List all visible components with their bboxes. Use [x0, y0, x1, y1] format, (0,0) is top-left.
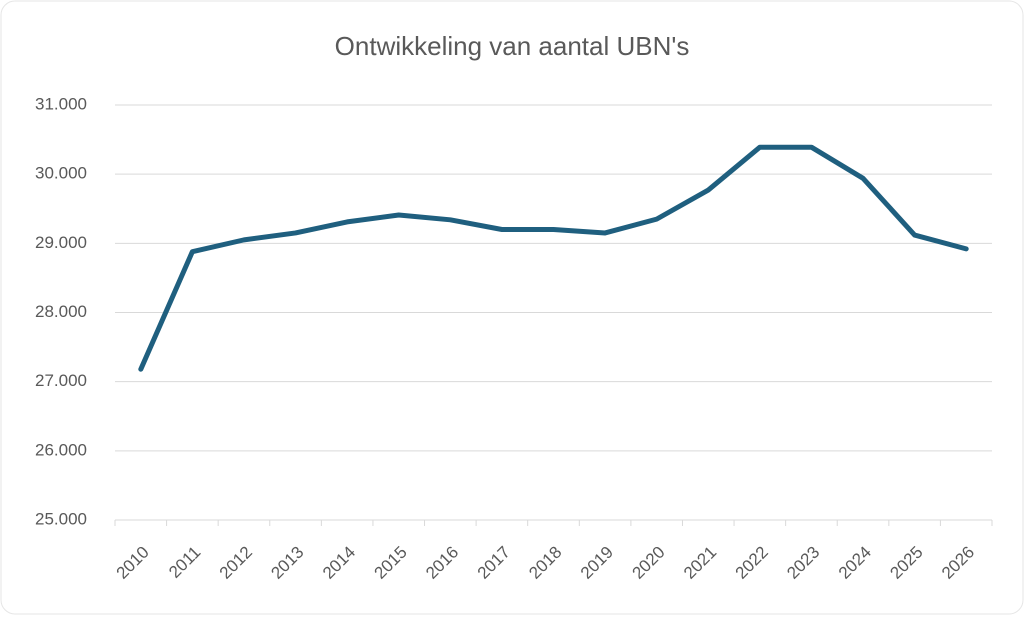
y-tick-label: 31.000	[35, 94, 87, 113]
chart-title: Ontwikkeling van aantal UBN's	[335, 31, 690, 61]
y-tick-label: 25.000	[35, 509, 87, 528]
y-tick-label: 29.000	[35, 233, 87, 252]
y-tick-label: 27.000	[35, 371, 87, 390]
y-tick-label: 26.000	[35, 440, 87, 459]
data-line	[138, 144, 969, 372]
y-tick-label: 28.000	[35, 302, 87, 321]
y-tick-label: 30.000	[35, 164, 87, 183]
